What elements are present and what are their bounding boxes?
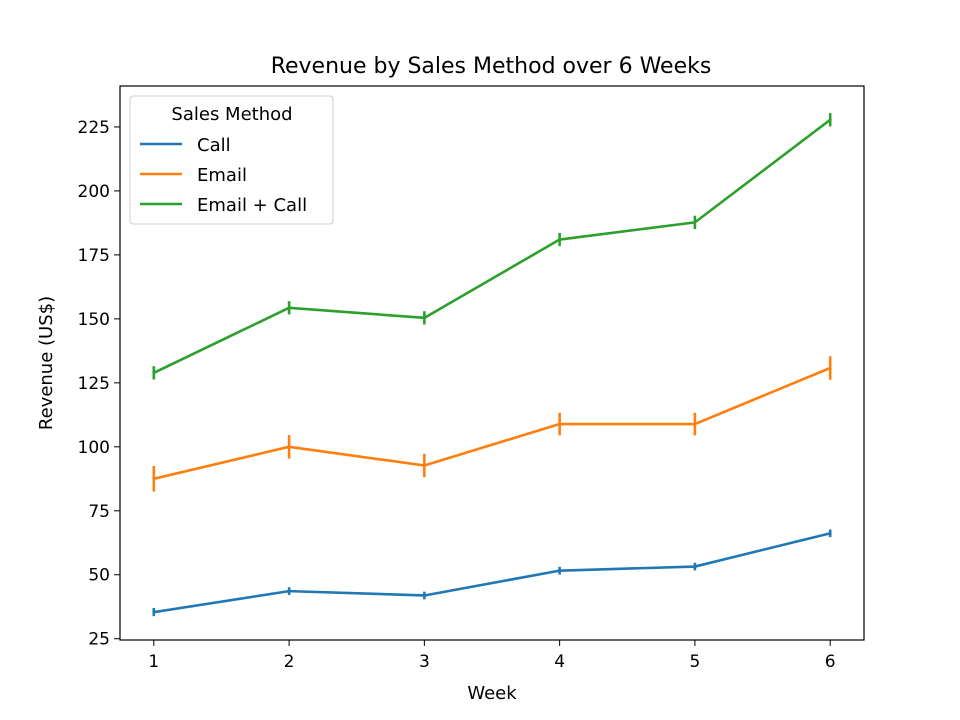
plot-frame <box>119 85 865 641</box>
x-tick-label: 4 <box>554 652 565 672</box>
chart-title: Revenue by Sales Method over 6 Weeks <box>271 54 712 79</box>
y-tick-label: 75 <box>88 502 110 522</box>
y-tick-label: 25 <box>88 630 110 650</box>
axes-ticks: 1 2 3 4 5 6 25 50 75 100 125 150 175 200 225 <box>78 118 836 672</box>
plot-area <box>152 113 833 617</box>
legend-entry: Email <box>197 165 247 186</box>
y-tick-label: 50 <box>88 566 110 586</box>
series-line <box>152 366 832 481</box>
x-tick-label: 1 <box>148 652 159 672</box>
y-tick-label: 175 <box>78 246 110 266</box>
x-axis-label: Week <box>467 683 517 704</box>
y-axis-label: Revenue (US$) <box>36 296 57 430</box>
y-tick-label: 225 <box>78 118 110 138</box>
y-tick-label: 125 <box>78 374 110 394</box>
x-tick-label: 5 <box>689 652 700 672</box>
legend-entry: Call <box>197 135 231 156</box>
x-tick-label: 3 <box>419 652 430 672</box>
x-tick-label: 2 <box>284 652 295 672</box>
legend-entry: Email + Call <box>197 195 307 216</box>
x-tick-label: 6 <box>825 652 836 672</box>
y-tick-label: 150 <box>78 310 110 330</box>
series-line <box>152 531 832 614</box>
legend-box <box>129 95 334 225</box>
legend-title: Sales Method <box>171 104 292 125</box>
y-tick-label: 200 <box>78 182 110 202</box>
legend: Sales Method Call Email Email + Call <box>129 95 334 225</box>
series-line <box>152 117 833 375</box>
y-tick-label: 100 <box>78 438 110 458</box>
